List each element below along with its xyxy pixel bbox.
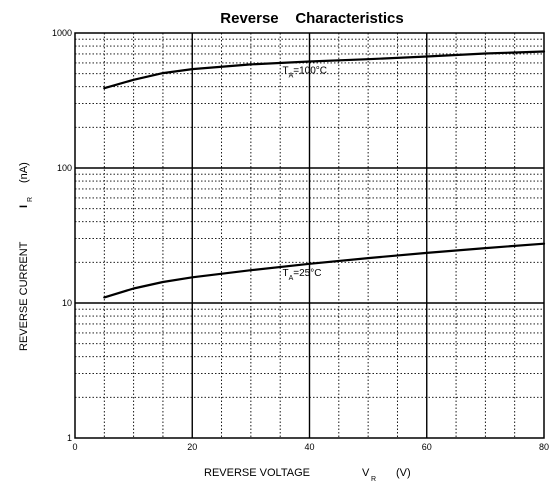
y-axis-label-main: REVERSE CURRENT bbox=[18, 241, 30, 351]
chart-title: Reverse Characteristics bbox=[220, 10, 403, 27]
x-axis-label: REVERSE VOLTAGE V R (V) bbox=[204, 467, 411, 484]
series-line-0 bbox=[103, 50, 546, 90]
series-line-1 bbox=[103, 242, 546, 299]
x-tick-label: 20 bbox=[187, 442, 197, 452]
series-annotations: TA=100°CTA=25°C bbox=[283, 66, 328, 282]
x-tick-label: 40 bbox=[304, 442, 314, 452]
x-tick-labels: 0 20 40 60 80 bbox=[72, 442, 549, 452]
plot-frame bbox=[74, 32, 545, 439]
y-axis-label-symbol: I bbox=[18, 205, 30, 208]
annotation-subscript: A bbox=[289, 73, 294, 80]
y-tick-label: 1 bbox=[67, 433, 72, 443]
x-axis-label-subscript: R bbox=[371, 476, 376, 483]
y-axis-label-unit: (nA) bbox=[18, 162, 30, 183]
series-annotation-1: TA=25°C bbox=[283, 268, 322, 282]
y-axis-label: REVERSE CURRENT I R (nA) bbox=[18, 162, 35, 351]
y-tick-label: 1000 bbox=[52, 28, 72, 38]
annotation-symbol: T bbox=[283, 268, 289, 279]
annotation-symbol: T bbox=[283, 66, 289, 77]
x-axis-label-symbol: V bbox=[362, 467, 370, 479]
x-tick-label: 0 bbox=[72, 442, 77, 452]
x-tick-label: 80 bbox=[539, 442, 549, 452]
series-annotation-0: TA=100°C bbox=[283, 66, 328, 80]
y-tick-label: 10 bbox=[62, 298, 72, 308]
y-tick-label: 100 bbox=[57, 163, 72, 173]
annotation-value: =25°C bbox=[293, 268, 321, 279]
major-gridlines bbox=[75, 33, 544, 438]
x-axis-label-unit: (V) bbox=[396, 467, 411, 479]
annotation-subscript: A bbox=[289, 275, 294, 282]
y-tick-labels: 1 10 100 1000 bbox=[52, 28, 72, 443]
annotation-value: =100°C bbox=[293, 66, 327, 77]
x-tick-label: 60 bbox=[422, 442, 432, 452]
y-axis-label-subscript: R bbox=[27, 197, 34, 202]
series-lines bbox=[103, 50, 546, 299]
x-axis-label-main: REVERSE VOLTAGE bbox=[204, 467, 310, 479]
